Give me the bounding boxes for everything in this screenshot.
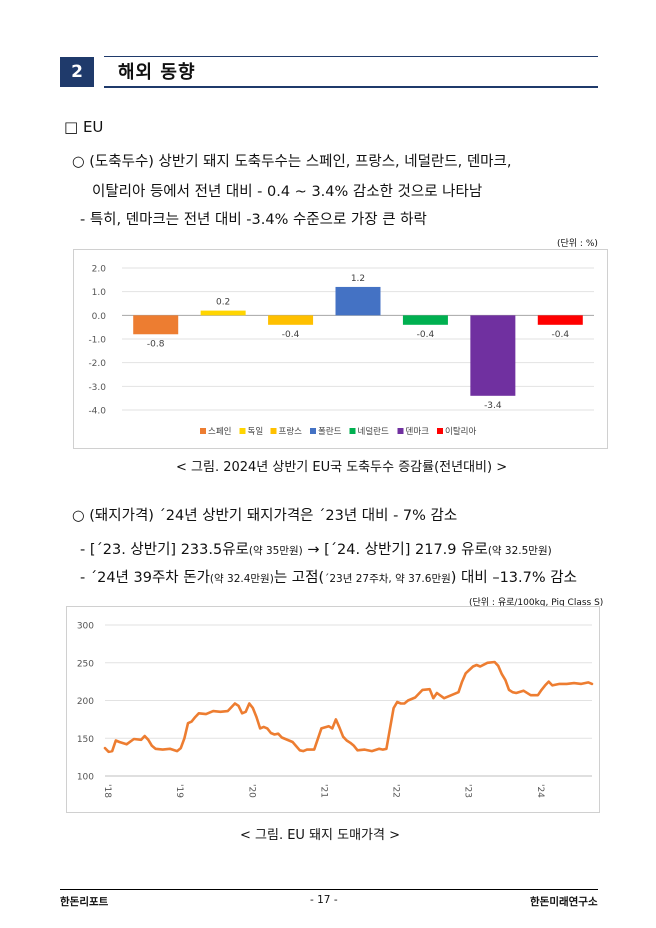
- legend-label: 스페인: [208, 426, 231, 437]
- legend-label: 덴마크: [406, 427, 430, 437]
- footer-left: 한돈리포트: [60, 896, 109, 908]
- y-tick-label: 1.0: [92, 288, 107, 298]
- legend-swatch: [397, 428, 404, 434]
- slaughter-change-bar-chart: 2.0 1.0 0.0 -1.0 -2.0 -3.0 -4.0 -0.8 0.2 -0.4 1.2 -…: [88, 265, 594, 437]
- legend-label: 폴란드: [318, 426, 342, 437]
- eu-heading: □ EU: [64, 118, 104, 136]
- section-rule-bottom: [104, 86, 598, 88]
- page-number: - 17 -: [310, 894, 338, 906]
- y-tick-label: -3.0: [88, 383, 106, 393]
- legend-label: 프랑스: [279, 426, 303, 437]
- legend-swatch: [437, 428, 443, 434]
- bar: [200, 310, 246, 316]
- legend-swatch: [349, 428, 356, 434]
- legend-swatch: [200, 428, 206, 434]
- para2-bullet2-c: 는 고점(: [273, 570, 325, 586]
- y-tick-label: 300: [77, 622, 94, 632]
- chart2-caption: < 그림. EU 돼지 도매가격 >: [240, 828, 400, 843]
- para2-bullet1-c: → [´24. 상반기] 217.9 유로: [302, 542, 488, 558]
- y-tick-label: 150: [77, 735, 94, 745]
- chart1-caption: < 그림. 2024년 상반기 EU국 도축두수 증감률(전년대비) >: [176, 460, 508, 475]
- chart2-unit: (단위 : 유로/100kg, Pig Class S): [469, 598, 604, 608]
- bar: [133, 315, 179, 335]
- data-label: -0.4: [282, 330, 300, 340]
- y-tick-label: -2.0: [88, 359, 106, 369]
- para2-bullet2-b: (약 32.4만원): [209, 573, 274, 585]
- price-series-line: [103, 660, 594, 754]
- section-rule-top: [104, 56, 598, 57]
- x-tick-label: '20: [246, 784, 256, 798]
- para2-bullet2-a: - ´24년 39주차 돈가: [80, 570, 210, 586]
- legend-swatch: [270, 428, 277, 434]
- bar: [402, 315, 448, 325]
- para1-line1: ○ (도축두수) 상반기 돼지 도축두수는 스페인, 프랑스, 네덜란드, 덴마…: [72, 154, 512, 170]
- para2-bullet2-e: ) 대비 –13.7% 감소: [450, 570, 577, 586]
- y-tick-label: 0.0: [92, 312, 107, 322]
- y-tick-label: 200: [77, 697, 94, 707]
- para2-bullet2-d: ´23년 27주차, 약 37.6만원: [324, 573, 451, 585]
- y-tick-label: 250: [77, 659, 94, 669]
- footer-right: 한돈미래연구소: [530, 896, 598, 908]
- bar: [537, 315, 583, 325]
- data-label: -3.4: [484, 401, 502, 411]
- legend-label: 네덜란드: [358, 426, 389, 437]
- para2-bullet1-a: - [´23. 상반기] 233.5유로: [80, 542, 249, 558]
- chart1-unit: (단위 : %): [557, 239, 598, 249]
- x-tick-label: '21: [318, 784, 328, 798]
- bar: [470, 315, 516, 396]
- para2-bullet1: - [´23. 상반기] 233.5유로(약 35만원) → [´24. 상반기…: [80, 538, 552, 559]
- y-tick-label: 100: [77, 773, 94, 783]
- x-tick-label: '19: [174, 784, 184, 798]
- legend-label: 이탈리아: [445, 426, 476, 437]
- legend-swatch: [310, 428, 316, 434]
- para2-bullet1-b: (약 35만원): [248, 545, 303, 557]
- x-tick-label: '22: [391, 784, 401, 798]
- data-label: 1.2: [351, 274, 365, 284]
- legend-label: 독일: [248, 427, 264, 437]
- para1-line2: 이탈리아 등에서 전년 대비 - 0.4 ~ 3.4% 감소한 것으로 나타남: [92, 184, 483, 200]
- chart2-frame: 300 250 200 150 100 '18 '19 '20 '21 '22 '23 '24: [66, 606, 600, 813]
- chart1-frame: 2.0 1.0 0.0 -1.0 -2.0 -3.0 -4.0 -0.8 0.2 -0.4 1.2 -…: [73, 249, 608, 449]
- x-tick-label: '23: [463, 784, 473, 798]
- y-tick-label: -4.0: [88, 407, 106, 417]
- y-tick-label: -1.0: [88, 336, 106, 346]
- footer-rule: [60, 889, 598, 890]
- para2-bullet1-d: (약 32.5만원): [487, 545, 552, 557]
- para1-bullet: - 특히, 덴마크는 전년 대비 -3.4% 수준으로 가장 큰 하락: [80, 212, 427, 228]
- data-label: -0.4: [417, 330, 435, 340]
- bar: [335, 286, 381, 316]
- para2-bullet2: - ´24년 39주차 돈가(약 32.4만원)는 고점(´23년 27주차, …: [80, 566, 577, 587]
- bar: [268, 315, 314, 325]
- x-tick-label: '24: [535, 784, 545, 798]
- data-label: -0.4: [552, 330, 570, 340]
- legend-swatch: [239, 428, 246, 434]
- y-tick-label: 2.0: [92, 265, 107, 275]
- section-title: 해외 동향: [118, 62, 196, 83]
- data-label: 0.2: [216, 298, 230, 308]
- data-label: -0.8: [147, 339, 165, 349]
- x-tick-label: '18: [102, 784, 112, 798]
- section-number: 2: [60, 57, 94, 87]
- pig-wholesale-price-line-chart: 300 250 200 150 100 '18 '19 '20 '21 '22 '23 '24: [77, 622, 594, 798]
- legend: 스페인 독일 프랑스 폴란드 네덜란드 덴마크 이탈리아: [200, 426, 476, 437]
- para2-line1: ○ (돼지가격) ´24년 상반기 돼지가격은 ´23년 대비 - 7% 감소: [72, 508, 458, 524]
